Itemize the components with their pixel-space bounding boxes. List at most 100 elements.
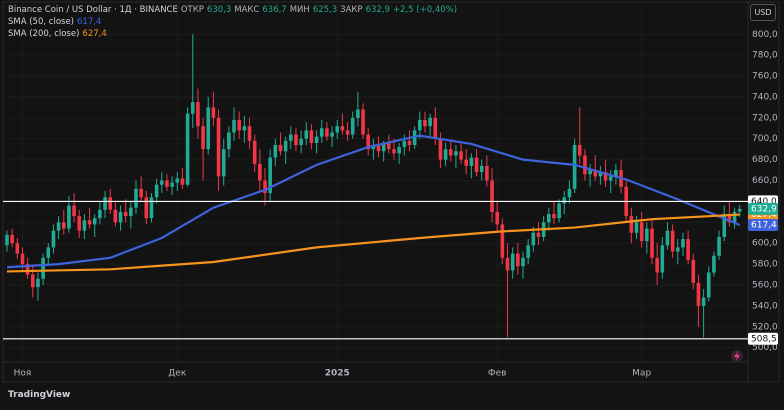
y-tick-label: 680,0 bbox=[752, 155, 778, 165]
candle-body bbox=[536, 232, 541, 237]
candle-body bbox=[706, 272, 711, 298]
y-tick-label: 500,0 bbox=[752, 343, 778, 353]
plot bbox=[3, 34, 748, 340]
candle-body bbox=[387, 142, 391, 150]
candle-body bbox=[557, 203, 561, 219]
y-tick-label: 520,0 bbox=[752, 322, 778, 332]
candle-body bbox=[31, 274, 35, 288]
price-tag-label: 508,5 bbox=[751, 334, 777, 344]
y-tick-label: 800,0 bbox=[752, 30, 778, 40]
candle-body bbox=[123, 211, 128, 217]
candle-body bbox=[252, 140, 257, 164]
candle-body bbox=[376, 145, 381, 152]
candle-body bbox=[98, 209, 102, 219]
x-tick-label: Ноя bbox=[14, 369, 32, 379]
sma-line bbox=[6, 213, 740, 273]
x-tick-label: 2025 bbox=[325, 369, 350, 379]
candle-body bbox=[165, 180, 169, 187]
candle-body bbox=[681, 239, 685, 248]
price-tag-label: 632,9 bbox=[751, 204, 777, 214]
candle-body bbox=[639, 222, 644, 242]
price-tag bbox=[748, 332, 778, 345]
candle-body bbox=[381, 142, 386, 152]
candle-body bbox=[196, 102, 200, 127]
candle-body bbox=[221, 149, 226, 177]
candle-body bbox=[588, 170, 592, 175]
candle-body bbox=[247, 126, 252, 141]
x-tick-label: Фев bbox=[488, 369, 507, 379]
candle-body bbox=[676, 247, 680, 252]
candle-body bbox=[160, 180, 164, 185]
candle-body bbox=[531, 232, 536, 246]
candle-body bbox=[583, 155, 587, 175]
candle-body bbox=[268, 157, 272, 194]
candle-body bbox=[521, 257, 525, 267]
candle-body bbox=[392, 149, 396, 154]
candle-body bbox=[129, 207, 133, 217]
legend-sma200: SMA (200, close) 627,4 bbox=[8, 28, 457, 40]
price-tag-label: 627,4 bbox=[751, 210, 777, 220]
candle-body bbox=[547, 213, 551, 223]
candle-body bbox=[701, 297, 706, 306]
chart-border bbox=[2, 1, 780, 383]
candle-body bbox=[118, 211, 123, 223]
candle-body bbox=[593, 170, 598, 177]
y-tick-label: 560,0 bbox=[752, 281, 778, 291]
sma-name: SMA (200, close) bbox=[8, 29, 80, 39]
candle-body bbox=[397, 147, 401, 154]
candle-body bbox=[72, 205, 76, 217]
y-tick-label: 740,0 bbox=[752, 92, 778, 102]
candle-body bbox=[103, 197, 107, 210]
candle-body bbox=[572, 145, 577, 189]
candle-body bbox=[495, 211, 499, 225]
candle-body bbox=[134, 188, 138, 208]
candle-body bbox=[443, 149, 448, 160]
candle-body bbox=[448, 149, 453, 156]
candle-body bbox=[712, 255, 716, 273]
candle-body bbox=[737, 208, 742, 212]
y-tick-label: 720,0 bbox=[752, 113, 778, 123]
candle-body bbox=[722, 213, 727, 237]
low-value: 625,3 bbox=[312, 5, 338, 15]
candle-body bbox=[433, 117, 438, 139]
candle-body bbox=[149, 197, 154, 219]
candle-body bbox=[237, 119, 241, 131]
candle-body bbox=[304, 130, 309, 139]
candle-body bbox=[562, 197, 567, 204]
candle-body bbox=[10, 234, 14, 244]
candle-body bbox=[691, 259, 696, 283]
candle-body bbox=[577, 145, 582, 156]
candle-body bbox=[464, 159, 469, 166]
y-tick-label: 700,0 bbox=[752, 134, 778, 144]
candle-body bbox=[634, 222, 639, 233]
candle-body bbox=[567, 188, 572, 198]
candle-body bbox=[175, 178, 180, 183]
candle-body bbox=[242, 126, 247, 131]
candle-body bbox=[299, 138, 303, 146]
candle-body bbox=[660, 245, 665, 273]
candle-body bbox=[516, 253, 520, 267]
price-tag bbox=[748, 202, 778, 215]
candle-body bbox=[25, 264, 30, 275]
candle-body bbox=[510, 253, 515, 271]
y-tick-label: 580,0 bbox=[752, 260, 778, 270]
open-label: ОТКР bbox=[180, 5, 204, 15]
legend-sma50: SMA (50, close) 617,4 bbox=[8, 16, 457, 28]
candle-body bbox=[423, 119, 427, 127]
open-value: 630,3 bbox=[206, 5, 232, 15]
candle-body bbox=[526, 245, 530, 258]
currency-button[interactable]: USD bbox=[750, 4, 776, 21]
candle-body bbox=[732, 211, 737, 223]
candle-body bbox=[51, 230, 56, 248]
y-tick-label: 780,0 bbox=[752, 51, 778, 61]
symbol-title: Binance Coin / US Dollar · 1Д · BINANCE bbox=[8, 5, 178, 15]
candle-body bbox=[139, 188, 143, 198]
candle-body bbox=[41, 257, 45, 279]
candle-body bbox=[211, 107, 216, 118]
y-tick-label: 540,0 bbox=[752, 301, 778, 311]
candle-body bbox=[366, 134, 370, 150]
candle-body bbox=[454, 151, 458, 156]
candle-body bbox=[82, 220, 87, 231]
candle-body bbox=[46, 247, 51, 258]
